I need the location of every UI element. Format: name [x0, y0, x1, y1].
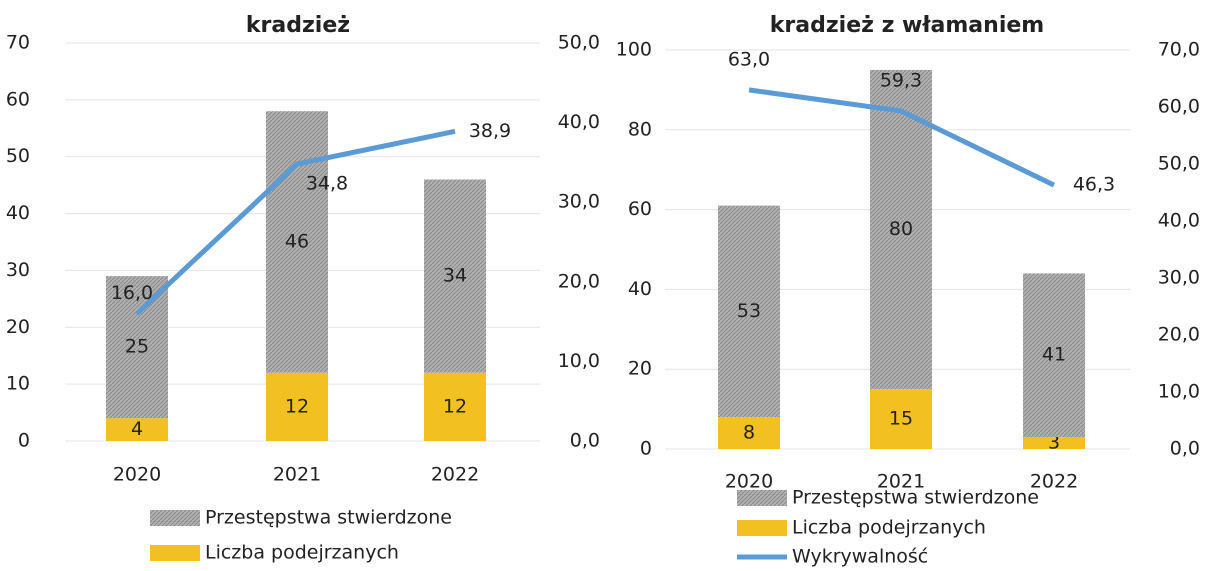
- x-tick-label: 2020: [113, 464, 161, 486]
- y2-tick-label: 20,0: [1158, 324, 1200, 346]
- line-label: 38,9: [469, 120, 511, 142]
- bar-segment: [1023, 273, 1085, 438]
- legend-swatch: [737, 520, 787, 536]
- y-tick-label: 70: [6, 32, 30, 54]
- y-tick-label: 80: [628, 118, 652, 140]
- y2-tick-label: 10,0: [1158, 381, 1200, 403]
- legend-label: Liczba podejrzanych: [205, 542, 399, 564]
- bar-segment: [424, 179, 486, 373]
- line: [748, 87, 1056, 188]
- y2-tick-label: 40,0: [1158, 210, 1200, 232]
- data-label: 25: [125, 336, 149, 358]
- y2-tick-label: 50,0: [1158, 153, 1200, 175]
- y-tick-label: 20: [628, 358, 652, 380]
- data-label: 80: [889, 218, 913, 240]
- x-tick-label: 2020: [725, 471, 773, 493]
- data-label: 34: [443, 265, 467, 287]
- data-label: 53: [737, 300, 761, 322]
- y2-tick-label: 10,0: [558, 350, 600, 372]
- y2-tick-label: 30,0: [1158, 267, 1200, 289]
- y-tick-label: 0: [640, 438, 652, 460]
- x-tick-label: 2022: [431, 464, 479, 486]
- y2-tick-label: 60,0: [1158, 96, 1200, 118]
- bar-segment: [266, 372, 328, 441]
- data-label: 41: [1042, 344, 1066, 366]
- x-tick-label: 2022: [1030, 471, 1078, 493]
- y2-tick-label: 70,0: [1158, 39, 1200, 61]
- y-tick-label: 40: [628, 278, 652, 300]
- legend-label: Przestępstwa stwierdzone: [792, 487, 1039, 509]
- data-label: 12: [443, 395, 467, 417]
- bar-segment: [870, 389, 932, 449]
- y-tick-label: 20: [6, 316, 30, 338]
- line-label: 34,8: [306, 172, 348, 194]
- y-tick-label: 10: [6, 373, 30, 395]
- bar-segment: [106, 418, 168, 441]
- chart-title: kradzież: [246, 13, 350, 38]
- line: [135, 128, 456, 316]
- bar-segment: [718, 417, 780, 449]
- data-label: 12: [285, 395, 309, 417]
- y-tick-label: 50: [6, 145, 30, 167]
- y2-tick-label: 0,0: [1170, 438, 1200, 460]
- y-tick-label: 60: [6, 88, 30, 110]
- y-tick-label: 30: [6, 259, 30, 281]
- bar-segment: [266, 111, 328, 373]
- legend-label: Liczba podejrzanych: [792, 517, 986, 539]
- y-tick-label: 60: [628, 198, 652, 220]
- data-label: 46: [285, 231, 309, 253]
- line-label: 63,0: [728, 48, 770, 70]
- x-tick-label: 2021: [877, 471, 925, 493]
- bar-segment: [1023, 437, 1085, 449]
- data-label: 15: [889, 408, 913, 430]
- y2-tick-label: 0,0: [570, 430, 600, 452]
- legend-swatch: [150, 510, 200, 526]
- x-tick-label: 2021: [273, 464, 321, 486]
- line-label: 46,3: [1073, 174, 1115, 196]
- data-label: 4: [131, 418, 143, 440]
- legend-label: Wykrywalność: [792, 546, 928, 568]
- chart-title: kradzież z włamaniem: [770, 13, 1044, 38]
- y2-tick-label: 30,0: [558, 191, 600, 213]
- bar-segment: [106, 276, 168, 419]
- bar-segment: [424, 372, 486, 441]
- line-label: 59,3: [880, 69, 922, 91]
- legend-swatch: [150, 545, 200, 561]
- y2-tick-label: 50,0: [558, 32, 600, 54]
- bar-segment: [718, 205, 780, 418]
- line-label: 16,0: [111, 282, 153, 304]
- y2-tick-label: 20,0: [558, 270, 600, 292]
- y-tick-label: 100: [616, 39, 652, 61]
- y-tick-label: 40: [6, 202, 30, 224]
- legend-swatch: [737, 490, 787, 506]
- y2-tick-label: 40,0: [558, 111, 600, 133]
- legend-label: Przestępstwa stwierdzone: [205, 507, 452, 529]
- y-tick-label: 0: [18, 430, 30, 452]
- data-label: 8: [743, 422, 755, 444]
